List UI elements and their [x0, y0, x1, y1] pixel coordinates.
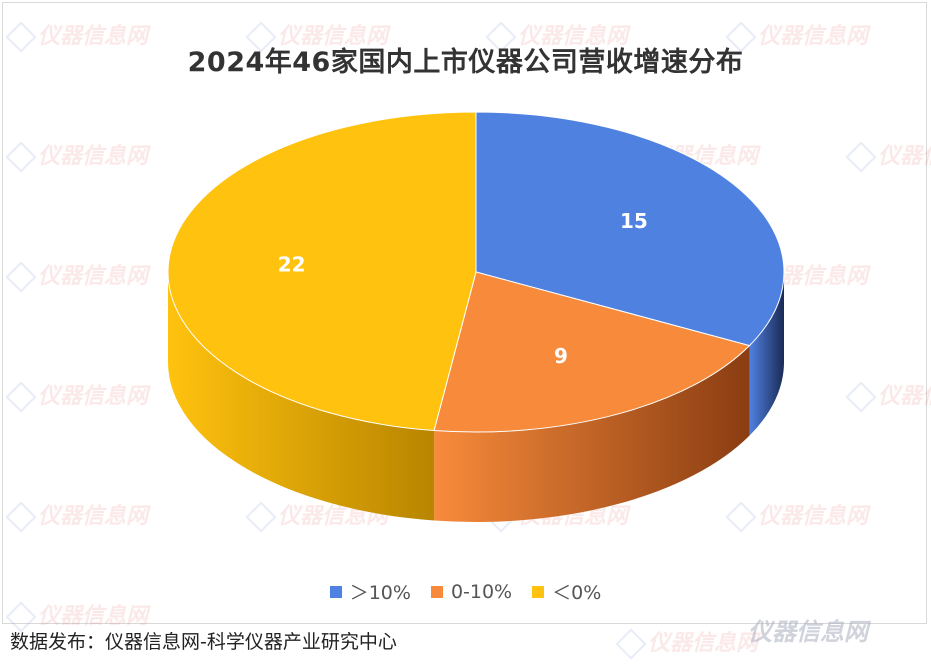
pie-slice — [433, 271, 751, 433]
chart-title: 2024年46家国内上市仪器公司营收增速分布 — [187, 47, 744, 78]
legend-label: ＞10% — [349, 582, 411, 604]
legend-item: ＜0% — [532, 578, 601, 605]
brand-logo: 仪器信息网 — [748, 618, 868, 646]
source-note: 数据发布：仪器信息网-科学仪器产业研究中心 — [10, 631, 397, 653]
legend-swatch — [532, 585, 545, 598]
legend-swatch — [329, 585, 342, 598]
pie-slice — [475, 111, 785, 347]
pie-slice-side — [434, 345, 750, 522]
legend-label: 0-10% — [450, 580, 513, 603]
legend-label: ＜0% — [552, 582, 602, 604]
pie-slice-side — [168, 272, 435, 521]
legend-swatch — [430, 585, 443, 598]
pie-slice-side — [749, 272, 784, 436]
data-label: 22 — [278, 252, 306, 276]
data-label: 9 — [554, 344, 568, 368]
legend-item: ＞10% — [329, 578, 411, 605]
legend-item: 0-10% — [430, 578, 513, 605]
data-label: 15 — [620, 209, 648, 233]
pie-slice — [167, 111, 477, 432]
chart-legend: ＞10% 0-10% ＜0% — [0, 578, 931, 605]
